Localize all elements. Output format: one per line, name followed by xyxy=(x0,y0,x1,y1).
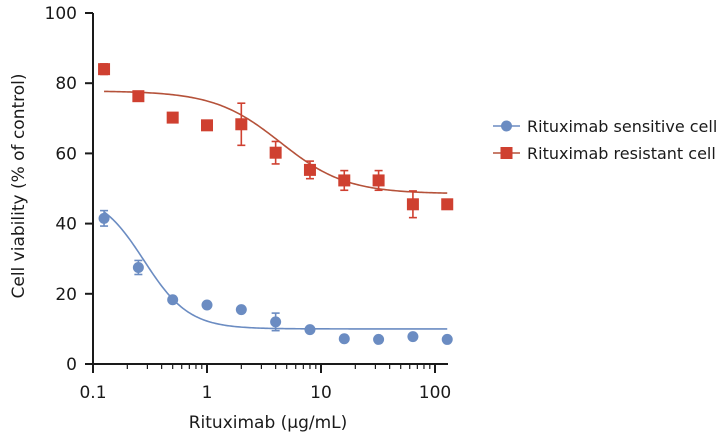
sensitive-data-point xyxy=(201,299,213,311)
fit-curve-sensitive xyxy=(103,211,448,330)
resistant-data-point xyxy=(441,198,454,211)
y-tick-label: 60 xyxy=(55,144,77,164)
sensitive-data-point xyxy=(407,331,419,343)
sensitive-data-point xyxy=(167,294,179,306)
resistant-data-point xyxy=(303,163,316,176)
data-points xyxy=(98,63,454,345)
sensitive-data-point xyxy=(98,212,110,224)
resistant-data-point xyxy=(372,174,385,187)
x-tick-label: 10 xyxy=(310,383,332,403)
y-tick-label: 100 xyxy=(45,4,77,24)
y-tick-label: 80 xyxy=(55,74,77,94)
y-axis-title: Cell viability (% of control) xyxy=(9,73,29,298)
y-tick-label: 40 xyxy=(55,215,77,235)
sensitive-data-point xyxy=(338,333,350,345)
y-tick-label: 20 xyxy=(55,285,77,305)
resistant-data-point xyxy=(338,174,351,187)
resistant-data-point xyxy=(406,198,419,211)
x-tick-label: 100 xyxy=(419,383,451,403)
sensitive-data-point xyxy=(235,304,247,316)
legend: Rituximab sensitive cell Rituximab resist… xyxy=(493,117,717,163)
fit-curve-resistant xyxy=(104,90,448,194)
sensitive-data-point xyxy=(270,316,282,328)
sensitive-data-point xyxy=(373,333,385,345)
y-tick-label: 0 xyxy=(66,355,77,375)
resistant-data-point xyxy=(269,146,282,159)
resistant-data-point xyxy=(166,111,179,124)
error-bars xyxy=(100,63,417,332)
resistant-data-point xyxy=(98,63,111,76)
axes: 0 20 40 60 80 100 0.1 1 10 100 xyxy=(45,4,452,403)
x-tick-label: 0.1 xyxy=(79,383,106,403)
fit-curves xyxy=(103,90,448,330)
sensitive-data-point xyxy=(132,261,144,273)
legend-marker-square xyxy=(500,147,513,159)
sensitive-data-point xyxy=(441,333,453,345)
legend-marker-circle xyxy=(501,120,512,132)
legend-label: Rituximab sensitive cell xyxy=(527,117,717,136)
x-tick-label: 1 xyxy=(202,383,213,403)
resistant-data-point xyxy=(201,119,214,132)
sensitive-data-point xyxy=(304,324,316,336)
resistant-data-point xyxy=(235,118,248,131)
legend-label: Rituximab resistant cell xyxy=(527,144,716,163)
x-axis-title: Rituximab (µg/mL) xyxy=(189,413,348,433)
resistant-data-point xyxy=(132,90,145,103)
